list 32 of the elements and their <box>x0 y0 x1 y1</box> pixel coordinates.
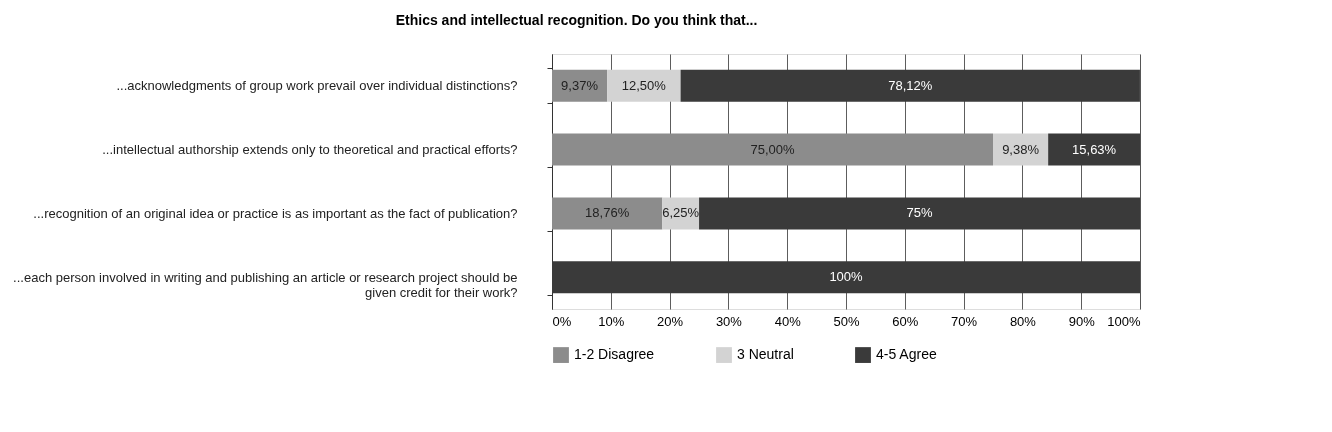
data-label: 12,50% <box>621 77 667 93</box>
data-label: 100% <box>829 269 864 285</box>
data-label: 78,12% <box>888 77 933 93</box>
data-label: 75,00% <box>750 141 795 157</box>
bar <box>552 133 993 166</box>
data-label: 18,76% <box>585 205 630 221</box>
x-tick-label: 10% <box>598 313 625 329</box>
legend-label: 3 Neutral <box>737 346 794 363</box>
x-tick-label: 50% <box>833 313 860 329</box>
y-tick-label: ...each person involved in writing and publishing an article or research project should be given credit for their work? <box>13 269 518 300</box>
legend-label: 1-2 Disagree <box>574 346 655 363</box>
bar <box>607 69 681 102</box>
data-label: 6,25% <box>662 205 700 221</box>
x-tick-label: 0% <box>552 313 572 329</box>
x-tick-label: 90% <box>1068 313 1096 329</box>
chart-title: Ethics and intellectual recognition. Do you think that... <box>395 12 758 28</box>
x-tick-label: 40% <box>774 313 802 329</box>
x-tick-label: 60% <box>892 313 919 329</box>
bar <box>552 197 663 230</box>
legend-label: 4-5 Agree <box>876 346 937 363</box>
data-label: 75% <box>906 205 933 221</box>
y-tick-label: ...intellectual authorship extends only to theoretical and practical efforts? <box>102 142 518 158</box>
x-tick-label: 30% <box>715 313 743 329</box>
data-label: 15,63% <box>1072 141 1117 157</box>
x-tick-label: 80% <box>1009 313 1037 329</box>
y-tick-label: ...recognition of an original idea or practice is as important as the fact of publication? <box>33 205 518 221</box>
y-tick-label: ...acknowledgments of group work prevail over individual distinctions? <box>116 78 518 94</box>
x-tick-label: 20% <box>657 313 684 329</box>
data-label: 9,37% <box>561 77 599 93</box>
x-tick-label: 100% <box>1107 313 1141 329</box>
x-tick-label: 70% <box>951 313 978 329</box>
data-label: 9,38% <box>1002 141 1040 157</box>
